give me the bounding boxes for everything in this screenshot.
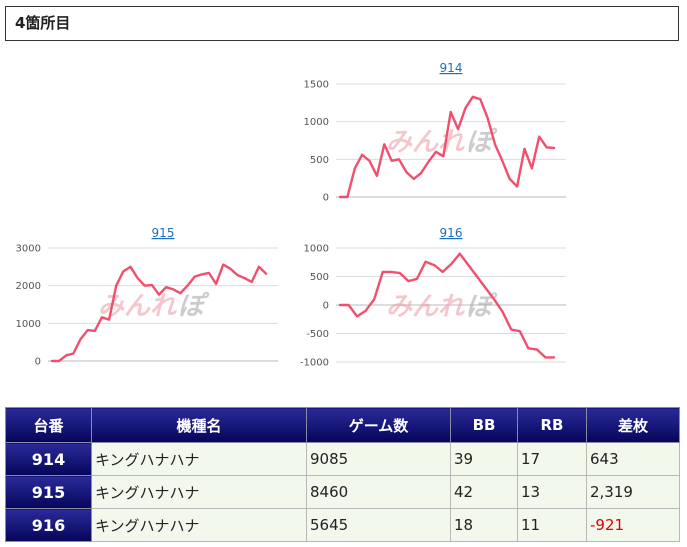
header-rb: RB [517, 407, 587, 443]
watermark-logo: みんれぽ [386, 292, 498, 322]
chart-915: 915 0 1000 2000 3000 みんれぽ [5, 220, 280, 375]
watermark-text-2: ぽ [466, 128, 498, 158]
y-tick-label: 0 [323, 301, 329, 312]
y-tick-label: 0 [35, 357, 41, 368]
row-games: 8460 [306, 475, 451, 509]
y-tick-label: 1500 [304, 80, 329, 91]
chart-914: 914 0 500 1000 1500 みんれぽ [300, 55, 575, 210]
y-tick-label: 3000 [16, 244, 41, 255]
machine-table: 台番 機種名 ゲーム数 BB RB 差枚 914 キングハナハナ 9085 39… [5, 407, 680, 542]
header-games: ゲーム数 [306, 407, 451, 443]
row-diff: 2,319 [586, 475, 680, 509]
row-number: 915 [5, 475, 92, 509]
chart-title[interactable]: 916 [440, 226, 463, 240]
row-bb: 42 [450, 475, 518, 509]
chart-915-svg: 915 0 1000 2000 3000 みんれぽ [16, 226, 278, 368]
row-machine: キングハナハナ [91, 475, 307, 509]
row-machine: キングハナハナ [91, 442, 307, 476]
y-tick-label: 1000 [304, 244, 329, 255]
table-row: 916 キングハナハナ 5645 18 11 -921 [5, 508, 680, 542]
header-bb: BB [450, 407, 518, 443]
series-line [338, 95, 556, 199]
row-rb: 13 [517, 475, 587, 509]
series-line [50, 263, 268, 363]
row-diff-negative: -921 [586, 508, 680, 542]
row-number: 916 [5, 508, 92, 542]
row-number: 914 [5, 442, 92, 476]
row-rb: 17 [517, 442, 587, 476]
chart-916: 916 -1000 -500 0 500 1000 みんれぽ [300, 220, 575, 375]
y-tick-label: 0 [323, 193, 329, 204]
table-row: 915 キングハナハナ 8460 42 13 2,319 [5, 475, 680, 509]
watermark-text-1: みんれ [386, 292, 465, 322]
header-diff: 差枚 [586, 407, 680, 443]
y-tick-label: 500 [310, 155, 329, 166]
watermark-text-2: ぽ [178, 292, 210, 322]
row-games: 9085 [306, 442, 451, 476]
row-bb: 39 [450, 442, 518, 476]
y-tick-label: 1000 [304, 117, 329, 128]
row-games: 5645 [306, 508, 451, 542]
header-machine: 機種名 [91, 407, 307, 443]
series-line [338, 252, 556, 359]
row-machine: キングハナハナ [91, 508, 307, 542]
table-header-row: 台番 機種名 ゲーム数 BB RB 差枚 [5, 407, 680, 443]
row-bb: 18 [450, 508, 518, 542]
row-diff: 643 [586, 442, 680, 476]
row-rb: 11 [517, 508, 587, 542]
y-tick-label: -1000 [300, 358, 329, 369]
chart-title[interactable]: 915 [152, 226, 175, 240]
y-tick-label: 1000 [16, 319, 41, 330]
y-tick-label: 2000 [16, 281, 41, 292]
y-tick-label: 500 [310, 272, 329, 283]
chart-title[interactable]: 914 [440, 61, 463, 75]
chart-916-svg: 916 -1000 -500 0 500 1000 みんれぽ [300, 226, 566, 369]
section-title: 4箇所目 [5, 6, 679, 41]
watermark-logo: みんれぽ [386, 128, 498, 158]
chart-914-svg: 914 0 500 1000 1500 みんれぽ [304, 61, 566, 204]
watermark-logo: みんれぽ [98, 292, 210, 322]
watermark-text-1: みんれ [386, 128, 465, 158]
y-tick-label: -500 [306, 329, 329, 340]
header-number: 台番 [5, 407, 92, 443]
table-row: 914 キングハナハナ 9085 39 17 643 [5, 442, 680, 476]
